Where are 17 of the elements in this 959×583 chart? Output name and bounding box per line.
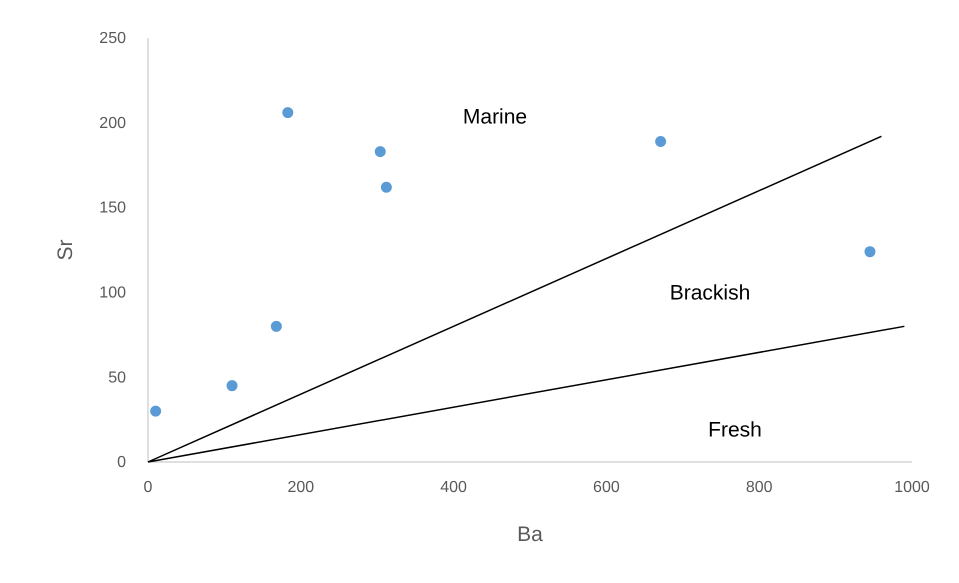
y-tick-label: 50 (108, 369, 126, 386)
y-tick-label: 100 (99, 284, 126, 302)
y-tick-label: 0 (117, 454, 126, 472)
y-tick-label: 150 (99, 200, 126, 217)
x-tick-label: 0 (144, 479, 153, 496)
annotation: Marine (462, 106, 528, 128)
annotation: Brackish (670, 282, 750, 304)
x-tick-label: 400 (440, 479, 468, 496)
y-tick-label: 200 (99, 114, 126, 132)
y-tick-label: 250 (99, 30, 126, 48)
annotation: Fresh (708, 418, 762, 442)
x-tick-label: 1000 (894, 479, 930, 496)
x-axis-title: Ba (517, 523, 544, 546)
x-tick-label: 200 (287, 479, 314, 496)
y-axis-title: Sr (54, 239, 77, 260)
x-tick-label: 800 (746, 479, 773, 496)
x-tick-label: 600 (593, 479, 620, 496)
